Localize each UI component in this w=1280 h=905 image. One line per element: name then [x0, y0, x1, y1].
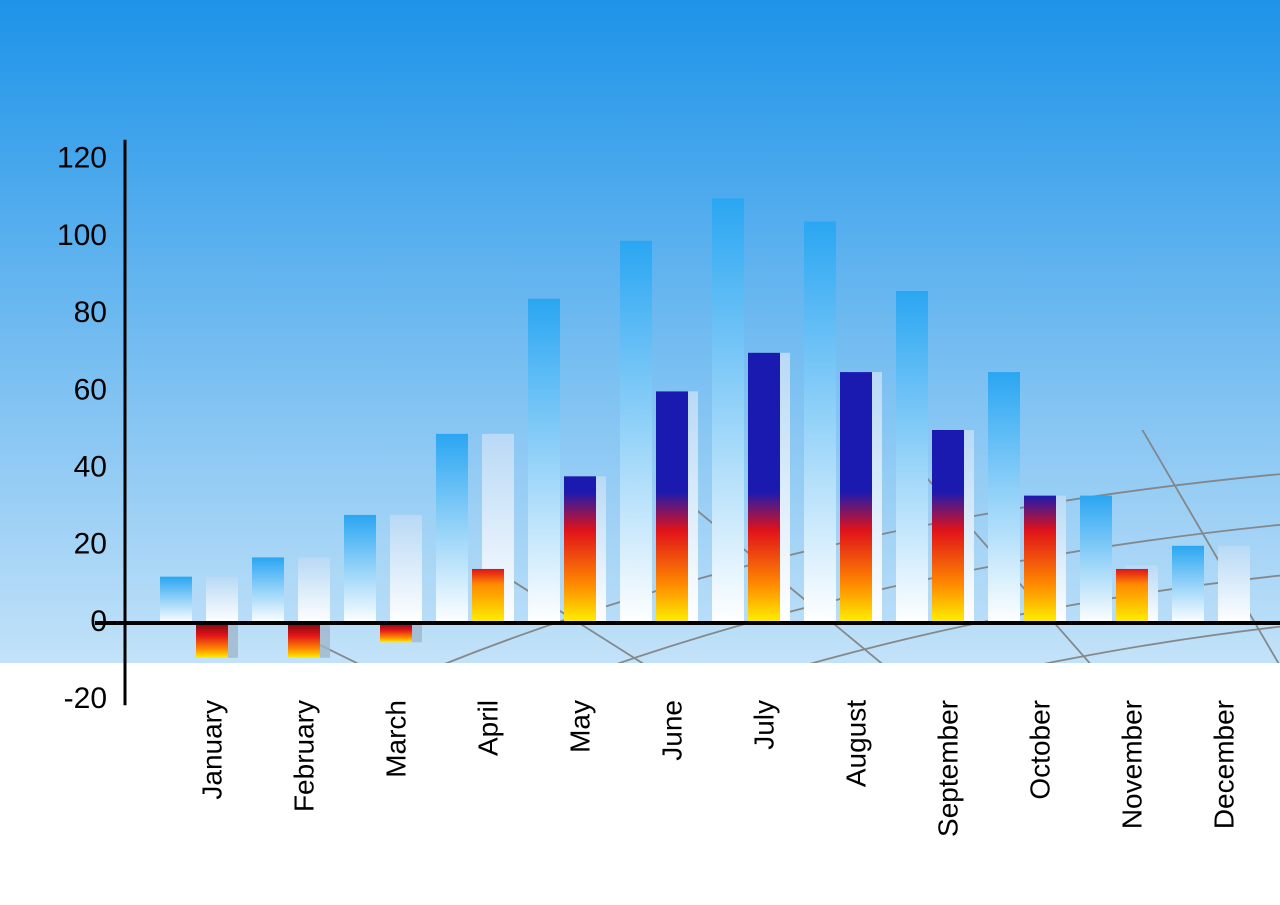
bar-back	[206, 577, 238, 623]
x-tick-label: August	[840, 700, 871, 787]
bar-secondary	[932, 430, 964, 623]
y-tick-label: 20	[74, 528, 107, 561]
x-tick-label: June	[656, 700, 687, 761]
x-tick-label: September	[932, 700, 963, 837]
x-tick-label: November	[1116, 700, 1147, 829]
x-tick-label: March	[380, 700, 411, 778]
bar-secondary	[840, 372, 872, 623]
bar-primary	[620, 241, 652, 623]
x-tick-label: December	[1208, 700, 1239, 829]
chart-container: -20 0 20 40 60 80 100 120 January February March Ap…	[0, 0, 1280, 905]
y-tick-label: 100	[57, 219, 107, 252]
x-tick-label: January	[196, 700, 227, 800]
y-tick-label: 40	[74, 451, 107, 484]
bar-back	[1218, 546, 1250, 623]
x-tick-label: April	[472, 700, 503, 756]
x-tick-label: February	[288, 700, 319, 812]
bar-secondary-neg	[288, 623, 320, 658]
bar-primary	[804, 222, 836, 623]
x-tick-label: October	[1024, 700, 1055, 800]
bar-primary	[344, 515, 376, 623]
bar-secondary	[748, 353, 780, 623]
bar-secondary-neg	[196, 623, 228, 658]
bar-secondary	[564, 476, 596, 623]
bar-primary	[1172, 546, 1204, 623]
bar-primary	[712, 198, 744, 623]
bar-primary	[528, 299, 560, 623]
x-tick-label: May	[564, 700, 595, 753]
bar-secondary	[472, 569, 504, 623]
bar-primary	[252, 557, 284, 623]
bar-primary	[1080, 496, 1112, 623]
bar-secondary	[1116, 569, 1148, 623]
bar-primary	[436, 434, 468, 623]
bar-primary	[160, 577, 192, 623]
bar-primary	[896, 291, 928, 623]
y-tick-label: 80	[74, 296, 107, 329]
bar-secondary	[656, 391, 688, 623]
bar-back	[298, 557, 330, 623]
bar-primary	[988, 372, 1020, 623]
y-tick-label: -20	[64, 682, 107, 715]
bar-secondary	[1024, 496, 1056, 623]
bar-back	[390, 515, 422, 623]
bar-secondary-neg	[380, 623, 412, 642]
y-tick-label: 120	[57, 142, 107, 175]
y-tick-label: 0	[90, 605, 107, 638]
monthly-bar-chart: -20 0 20 40 60 80 100 120 January February March Ap…	[0, 0, 1280, 905]
x-tick-label: July	[748, 700, 779, 750]
y-tick-label: 60	[74, 373, 107, 406]
